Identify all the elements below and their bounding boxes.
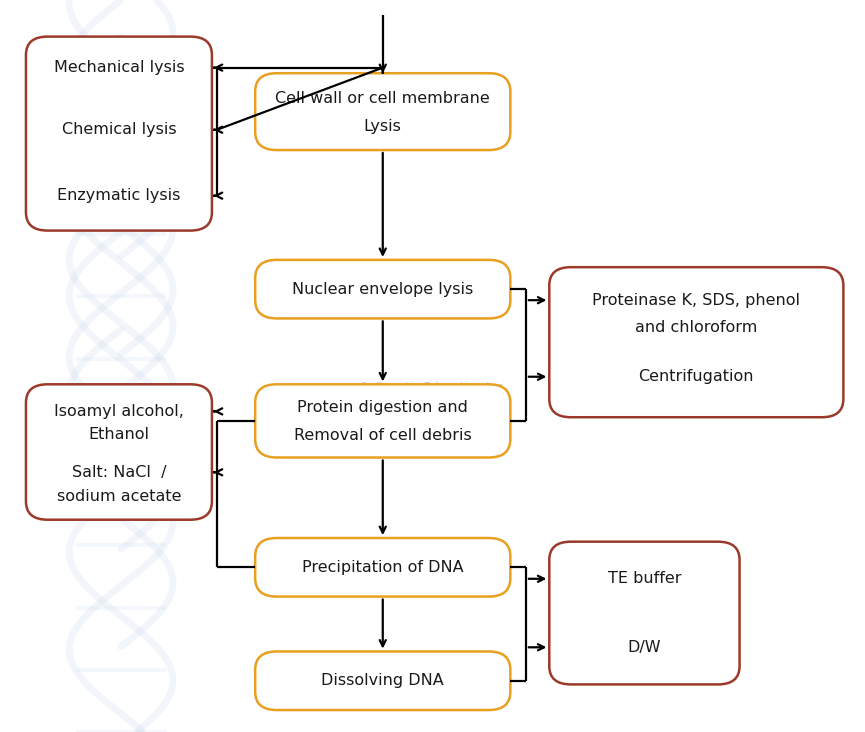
Text: Dissolving DNA: Dissolving DNA	[322, 673, 444, 688]
Text: and chloroform: and chloroform	[635, 320, 758, 335]
FancyBboxPatch shape	[549, 542, 740, 684]
Text: Cell wall or cell membrane: Cell wall or cell membrane	[275, 91, 490, 106]
FancyBboxPatch shape	[255, 73, 510, 150]
Text: Mechanical lysis: Mechanical lysis	[54, 60, 184, 75]
Text: sodium acetate: sodium acetate	[57, 489, 181, 504]
Text: D/W: D/W	[628, 640, 661, 655]
Text: Lysis: Lysis	[364, 119, 401, 134]
Text: Enzymatic lysis: Enzymatic lysis	[57, 188, 181, 203]
Text: © Genetic Education Inc.: © Genetic Education Inc.	[358, 381, 507, 395]
Text: Centrifugation: Centrifugation	[638, 369, 754, 384]
Text: Chemical lysis: Chemical lysis	[61, 122, 176, 137]
FancyBboxPatch shape	[255, 260, 510, 318]
FancyBboxPatch shape	[255, 651, 510, 710]
Text: Removal of cell debris: Removal of cell debris	[294, 428, 471, 443]
FancyBboxPatch shape	[26, 384, 212, 520]
Text: TE buffer: TE buffer	[608, 571, 681, 586]
FancyBboxPatch shape	[26, 37, 212, 231]
FancyBboxPatch shape	[549, 267, 843, 417]
FancyBboxPatch shape	[255, 384, 510, 458]
Text: Salt: NaCl  /: Salt: NaCl /	[72, 465, 166, 479]
Text: Proteinase K, SDS, phenol: Proteinase K, SDS, phenol	[593, 293, 800, 307]
Text: Nuclear envelope lysis: Nuclear envelope lysis	[292, 282, 473, 296]
Text: Protein digestion and: Protein digestion and	[298, 400, 468, 415]
Text: Precipitation of DNA: Precipitation of DNA	[302, 560, 464, 575]
Text: Isoamyl alcohol,: Isoamyl alcohol,	[54, 404, 184, 419]
FancyBboxPatch shape	[255, 538, 510, 597]
Text: Ethanol: Ethanol	[88, 427, 150, 442]
